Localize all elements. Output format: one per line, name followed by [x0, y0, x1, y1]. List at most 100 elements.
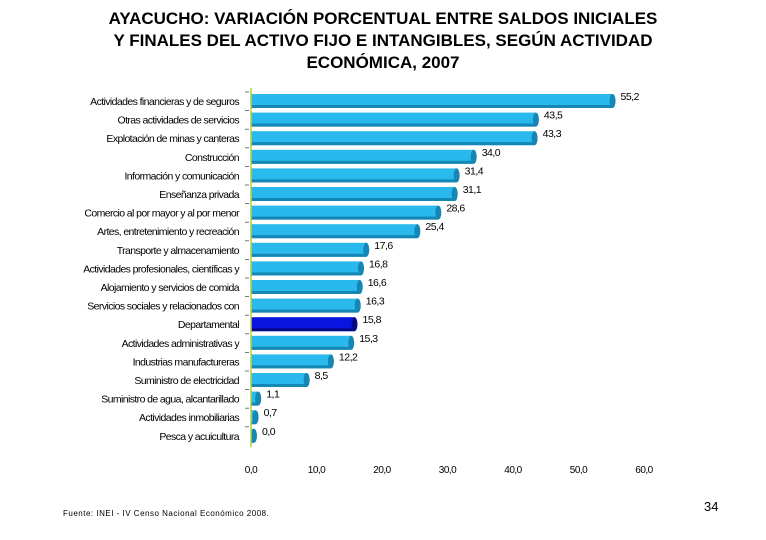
page-number: 34 [704, 499, 719, 514]
category-label: Industrias manufactureras [133, 356, 240, 368]
bar-shadow [251, 142, 535, 146]
value-labels: 55,2 43,5 43,3 34,0 31,4 31,1 28,625,4 17,6 16,8… [262, 91, 640, 438]
bars [251, 94, 616, 443]
bar-cap [453, 168, 460, 183]
bar [251, 261, 362, 276]
bar [251, 187, 455, 201]
bar [251, 242, 367, 257]
value-label: 34,0 [482, 147, 501, 159]
source-note: Fuente: INEI - IV Censo Nacional Económi… [63, 509, 270, 518]
value-label: 43,5 [544, 110, 563, 122]
bar-cap [414, 224, 421, 239]
category-label: Otras actividades de servicios [118, 115, 240, 127]
bar-shadow [251, 291, 360, 294]
x-tick-label: 60,0 [635, 465, 653, 476]
value-label: 43,3 [543, 128, 562, 140]
value-label: 0,7 [264, 407, 278, 419]
x-tick-label: 0,0 [245, 465, 258, 476]
bar-shadow [251, 402, 259, 406]
bar-shadow [251, 198, 455, 201]
category-label: Pesca y acuicultura [159, 431, 239, 443]
bar-shadow [251, 309, 358, 313]
bar-shadow [251, 384, 307, 387]
bar-cap [609, 94, 616, 108]
bar-cap [354, 298, 361, 313]
x-tick-labels: 0,0 10,0 20,0 30,0 40,0 50,0 60,0 [245, 465, 654, 476]
bar-shadow [251, 235, 418, 239]
bar-cap [348, 335, 355, 350]
bar-cap [358, 261, 365, 276]
category-label: Suministro de electricidad [134, 375, 239, 387]
category-label: Alojamiento y servicios de comida [101, 282, 240, 294]
bar-shadow [251, 160, 474, 164]
category-label: Artes, entretenimiento y recreación [97, 226, 240, 238]
value-label: 12,2 [339, 351, 358, 363]
category-label: Suministro de agua, alcantarillado [101, 394, 240, 406]
bar [251, 354, 331, 369]
bar [251, 298, 358, 313]
bar-shadow [251, 179, 457, 183]
bar-shadow [251, 216, 439, 220]
category-label: Comercio al por mayor y al por menor [84, 208, 240, 220]
bar-shadow [251, 253, 367, 257]
bar-cap [363, 242, 370, 257]
category-label: Servicios sociales y relacionados con [87, 301, 239, 313]
bar [251, 373, 307, 387]
value-label: 16,6 [368, 277, 387, 289]
bar [251, 149, 474, 164]
category-label: Actividades administrativas y [122, 338, 241, 350]
bar [251, 280, 360, 294]
value-label: 15,8 [362, 314, 381, 326]
x-tick-label: 10,0 [308, 465, 326, 476]
category-label: Actividades inmobiliarias [139, 412, 239, 424]
bar-shadow [251, 123, 536, 127]
bar-cap [532, 112, 539, 127]
bar-cap [251, 428, 257, 443]
value-label: 15,3 [359, 333, 378, 345]
category-label: Transporte y almacenamiento [117, 245, 240, 257]
category-label: Actividades financieras y de seguros [90, 96, 239, 108]
bar-shadow [251, 328, 355, 332]
category-label: Departamental [178, 319, 239, 331]
category-label: Actividades profesionales, científicas y [83, 263, 240, 275]
bar [251, 168, 457, 183]
value-label: 31,4 [465, 165, 484, 177]
category-label: Explotación de minas y canteras [106, 133, 239, 145]
value-label: 1,1 [266, 389, 280, 401]
value-label: 16,8 [369, 258, 388, 270]
bar [251, 391, 259, 406]
x-tick-label: 40,0 [504, 465, 522, 476]
value-label: 8,5 [315, 370, 329, 382]
bar [251, 335, 352, 350]
bar-cap [252, 410, 259, 425]
bar-cap [351, 317, 358, 332]
value-label: 16,3 [366, 296, 385, 308]
bar [251, 112, 536, 127]
bar-cap [451, 187, 458, 201]
bar-cap [531, 131, 538, 146]
bar-cap [356, 280, 363, 294]
chart-title: AYACUCHO: VARIACIÓN PORCENTUAL ENTRE SAL… [108, 9, 658, 72]
bar-shadow [251, 346, 352, 350]
value-label: 28,6 [446, 203, 465, 215]
bar [251, 205, 439, 220]
bar [251, 224, 418, 239]
x-tick-label: 50,0 [570, 465, 588, 476]
value-label: 31,1 [463, 184, 482, 196]
bar-shadow [251, 272, 362, 276]
bar [251, 131, 535, 146]
category-label: Información y comunicación [124, 170, 239, 182]
bar-cap [435, 205, 442, 220]
value-label: 55,2 [621, 91, 640, 103]
bar-cap [470, 149, 477, 164]
x-tick-label: 30,0 [439, 465, 457, 476]
axis [245, 88, 252, 448]
value-label: 25,4 [425, 221, 444, 233]
highlight-bar [251, 317, 355, 332]
value-label: 0,0 [262, 426, 276, 438]
bar-cap [303, 373, 310, 387]
bar-cap [255, 391, 262, 406]
bar [251, 94, 613, 108]
category-label: Construcción [185, 152, 240, 164]
